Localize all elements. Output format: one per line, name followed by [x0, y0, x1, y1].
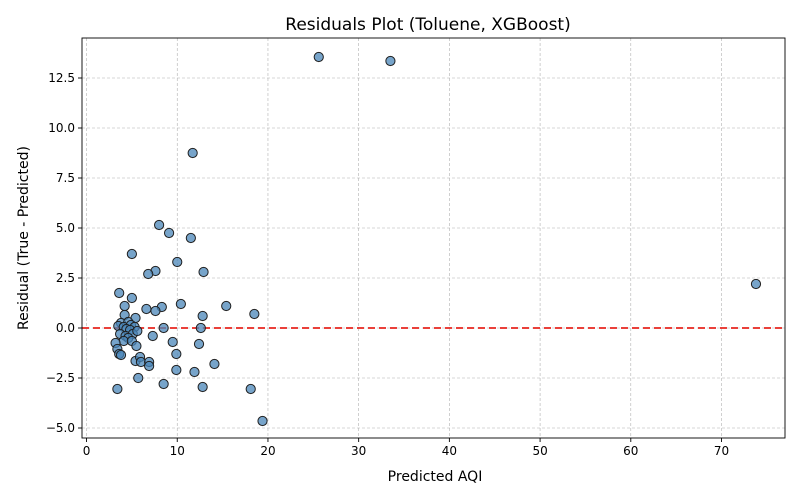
scatter-point: [147, 330, 158, 342]
x-tick-label: 0: [83, 444, 91, 458]
scatter-point: [126, 292, 137, 304]
x-tick-label: 50: [532, 444, 547, 458]
x-tick-label: 60: [623, 444, 638, 458]
x-tick-label: 10: [170, 444, 185, 458]
scatter-point: [750, 278, 762, 290]
y-tick-label: 5.0: [56, 221, 75, 235]
scatter-point: [195, 322, 206, 334]
y-axis-label: Residual (True - Predicted): [16, 146, 32, 330]
plot-frame: [81, 37, 786, 439]
scatter-point: [189, 366, 200, 378]
scatter-point: [119, 300, 130, 312]
y-tick-label: 0.0: [56, 321, 75, 335]
scatter-point: [144, 360, 155, 372]
scatter-point: [245, 383, 256, 395]
scatter-point: [249, 308, 260, 320]
scatter-point: [187, 147, 198, 159]
axes-layer: 0 10 20 30 40 50 60 70 −5.0 −2.5 0.0 2.5 5.0 7.5 10.0 1…: [46, 37, 786, 458]
scatter-point: [198, 266, 209, 278]
chart-title: Residuals Plot (Toluene, XGBoost): [285, 15, 570, 35]
x-tick-label: 30: [351, 444, 366, 458]
y-tick-label: 2.5: [56, 271, 75, 285]
x-tick-label: 20: [260, 444, 275, 458]
scatter-point: [112, 383, 123, 395]
scatter-point: [158, 322, 169, 334]
scatter-point: [163, 227, 175, 239]
scatter-point: [197, 381, 208, 393]
scatter-point: [193, 338, 205, 350]
x-tick-label: 40: [442, 444, 457, 458]
scatter-point: [197, 310, 208, 322]
scatter-point: [221, 300, 232, 312]
scatter-point: [132, 325, 143, 337]
scatter-point: [172, 256, 183, 268]
points-layer: [110, 51, 762, 427]
scatter-point: [185, 232, 196, 244]
scatter-point: [175, 298, 186, 310]
scatter-point: [385, 55, 396, 67]
scatter-point: [150, 305, 161, 317]
y-tick-label: −5.0: [46, 421, 75, 435]
scatter-point: [171, 348, 182, 360]
scatter-point: [114, 287, 125, 299]
scatter-point: [158, 378, 169, 390]
scatter-point: [143, 268, 154, 280]
y-tick-label: 10.0: [48, 121, 75, 135]
scatter-point: [154, 219, 165, 231]
scatter-point: [131, 340, 142, 352]
scatter-point: [171, 364, 182, 376]
scatter-point: [115, 349, 127, 361]
scatter-point: [141, 303, 152, 315]
y-tick-label: 12.5: [48, 71, 75, 85]
scatter-point: [257, 415, 268, 427]
x-tick-label: 70: [714, 444, 729, 458]
scatter-point: [126, 248, 137, 260]
grid-layer: [82, 38, 785, 438]
scatter-point: [313, 51, 324, 63]
scatter-point: [209, 358, 220, 370]
scatter-point: [133, 372, 144, 384]
y-tick-label: 7.5: [56, 171, 75, 185]
y-tick-label: −2.5: [46, 371, 75, 385]
scatter-point: [167, 336, 178, 348]
x-axis-label: Predicted AQI: [388, 469, 483, 485]
